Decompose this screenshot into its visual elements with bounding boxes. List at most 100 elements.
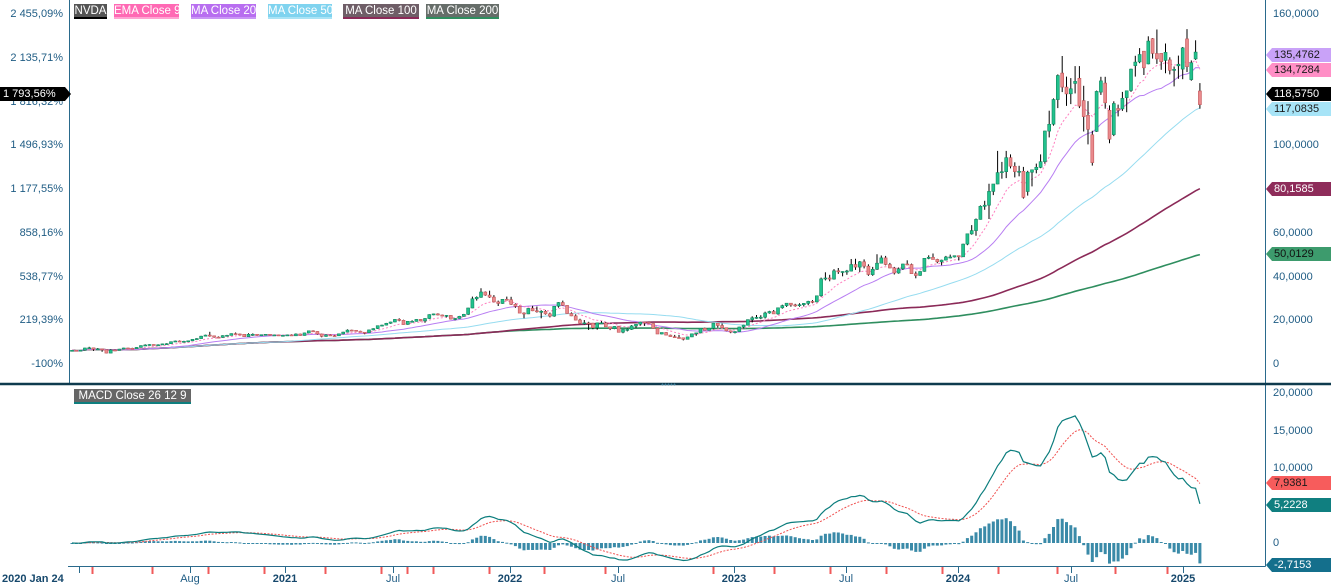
macd-histogram-bar	[298, 543, 302, 545]
macd-histogram-bar	[449, 543, 453, 544]
x-axis-start-date-label: 2020 Jan 24	[2, 573, 64, 585]
macd-histogram-bar	[750, 537, 754, 543]
left-axis-percent-label: 2 135,71%	[10, 51, 63, 64]
macd-histogram-bar	[978, 528, 982, 543]
macd-histogram-bar	[849, 534, 853, 543]
candle-up	[621, 329, 625, 333]
macd-axis-label: 0	[1273, 537, 1280, 549]
candle-up	[819, 278, 823, 296]
candle-down	[1142, 50, 1146, 69]
macd-histogram-bar	[858, 536, 862, 543]
legend-nvda[interactable]: NVDA	[74, 4, 107, 19]
macd-histogram-bar	[1198, 543, 1202, 564]
macd-histogram-bar	[742, 539, 746, 543]
macd-histogram-bar	[991, 521, 995, 543]
candle-up	[1112, 103, 1116, 135]
candle-up	[302, 332, 307, 336]
macd-histogram-bar	[931, 543, 935, 546]
candle-up	[974, 219, 978, 231]
macd-histogram-bar	[582, 543, 586, 550]
candle-up	[1099, 80, 1103, 93]
ma100-value-tag: 80,1585	[1266, 182, 1331, 196]
candle-down	[177, 340, 182, 343]
candle-down	[578, 319, 582, 324]
macd-histogram-bar	[677, 543, 681, 546]
macd-histogram-bar	[944, 543, 948, 545]
candle-up	[694, 332, 699, 335]
macd-histogram-bar	[311, 542, 315, 544]
candle-down	[332, 335, 337, 337]
macd-histogram-bar	[875, 543, 879, 544]
candle-up	[806, 301, 811, 304]
candle-down	[724, 327, 729, 332]
candle-down	[715, 322, 720, 326]
macd-histogram-bar	[410, 541, 414, 543]
candlestick-series	[70, 29, 1202, 354]
macd-histogram-bar	[1185, 543, 1189, 554]
candle-up	[405, 320, 410, 325]
macd-series	[70, 415, 1202, 564]
candle-up	[965, 233, 970, 245]
macd-histogram-bar	[436, 540, 440, 543]
macd-histogram-bar	[905, 543, 909, 549]
left-axis-percent-label: 1 496,93%	[10, 139, 63, 152]
macd-histogram-bar	[135, 542, 139, 544]
macd-histogram-bar	[1000, 519, 1004, 543]
macd-histogram-bar	[1004, 518, 1008, 543]
macd-histogram-bar	[634, 543, 638, 544]
candle-down	[560, 302, 565, 306]
macd-histogram-bar	[660, 543, 664, 544]
legend-ma-close-100[interactable]: MA Close 100	[343, 4, 419, 19]
candle-down	[487, 294, 492, 298]
pane-resize-handle[interactable]	[661, 383, 676, 386]
macd-histogram-bar	[1129, 543, 1133, 549]
x-axis-date-label: Jul	[610, 573, 626, 585]
macd-histogram-bar	[1099, 543, 1103, 553]
macd-histogram-bar	[303, 543, 306, 545]
macd-histogram-bar	[1125, 543, 1129, 556]
candle-down	[1064, 86, 1069, 95]
macd-histogram-bar	[664, 543, 668, 545]
macd-histogram-bar	[1056, 519, 1060, 543]
legend-ema-close-9[interactable]: EMA Close 9	[114, 4, 181, 19]
macd-histogram-bar	[1120, 543, 1124, 559]
macd-histogram-value-tag: -2,7153	[1266, 558, 1331, 572]
x-axis-date-label: Jul	[385, 573, 401, 585]
macd-histogram-bar	[940, 543, 944, 546]
macd-histogram-bar	[221, 542, 225, 543]
candle-down	[113, 349, 117, 352]
macd-histogram-bar	[1159, 542, 1163, 543]
candle-down	[1107, 110, 1112, 140]
right-axis-price-label: 40,0000	[1273, 270, 1313, 283]
candle-up	[1133, 61, 1138, 66]
legend-ma-close-200[interactable]: MA Close 200	[426, 4, 499, 19]
macd-histogram-bar	[483, 535, 487, 543]
macd-histogram-bar	[1103, 543, 1107, 555]
macd-histogram-bar	[1039, 543, 1043, 545]
candle-up	[195, 338, 199, 340]
left-axis-percent-label: 1 177,55%	[10, 183, 63, 195]
macd-histogram-bar	[1073, 527, 1077, 543]
legend-macd[interactable]: MACD Close 26 12 9	[74, 389, 191, 404]
macd-histogram-bar	[406, 540, 410, 543]
candle-down	[720, 325, 724, 329]
candle-up	[1120, 98, 1125, 110]
candle-up	[797, 304, 802, 307]
macd-histogram-bar	[1142, 539, 1146, 543]
macd-histogram-bar	[591, 543, 595, 551]
legend-ma-close-20[interactable]: MA Close 20	[191, 4, 257, 19]
macd-histogram-bar	[961, 541, 965, 543]
macd-histogram-bar	[1168, 543, 1172, 549]
candle-up	[380, 324, 384, 327]
macd-histogram-bar	[281, 543, 285, 545]
macd-histogram-bar	[776, 536, 780, 543]
macd-histogram-bar	[100, 542, 104, 544]
legend-ma-close-50[interactable]: MA Close 50	[268, 4, 334, 19]
candle-up	[87, 347, 91, 350]
candle-up	[414, 319, 419, 322]
macd-histogram-bar	[888, 543, 892, 547]
macd-histogram-bar	[522, 543, 526, 551]
macd-histogram-bar	[625, 543, 629, 547]
candle-up	[814, 295, 819, 303]
